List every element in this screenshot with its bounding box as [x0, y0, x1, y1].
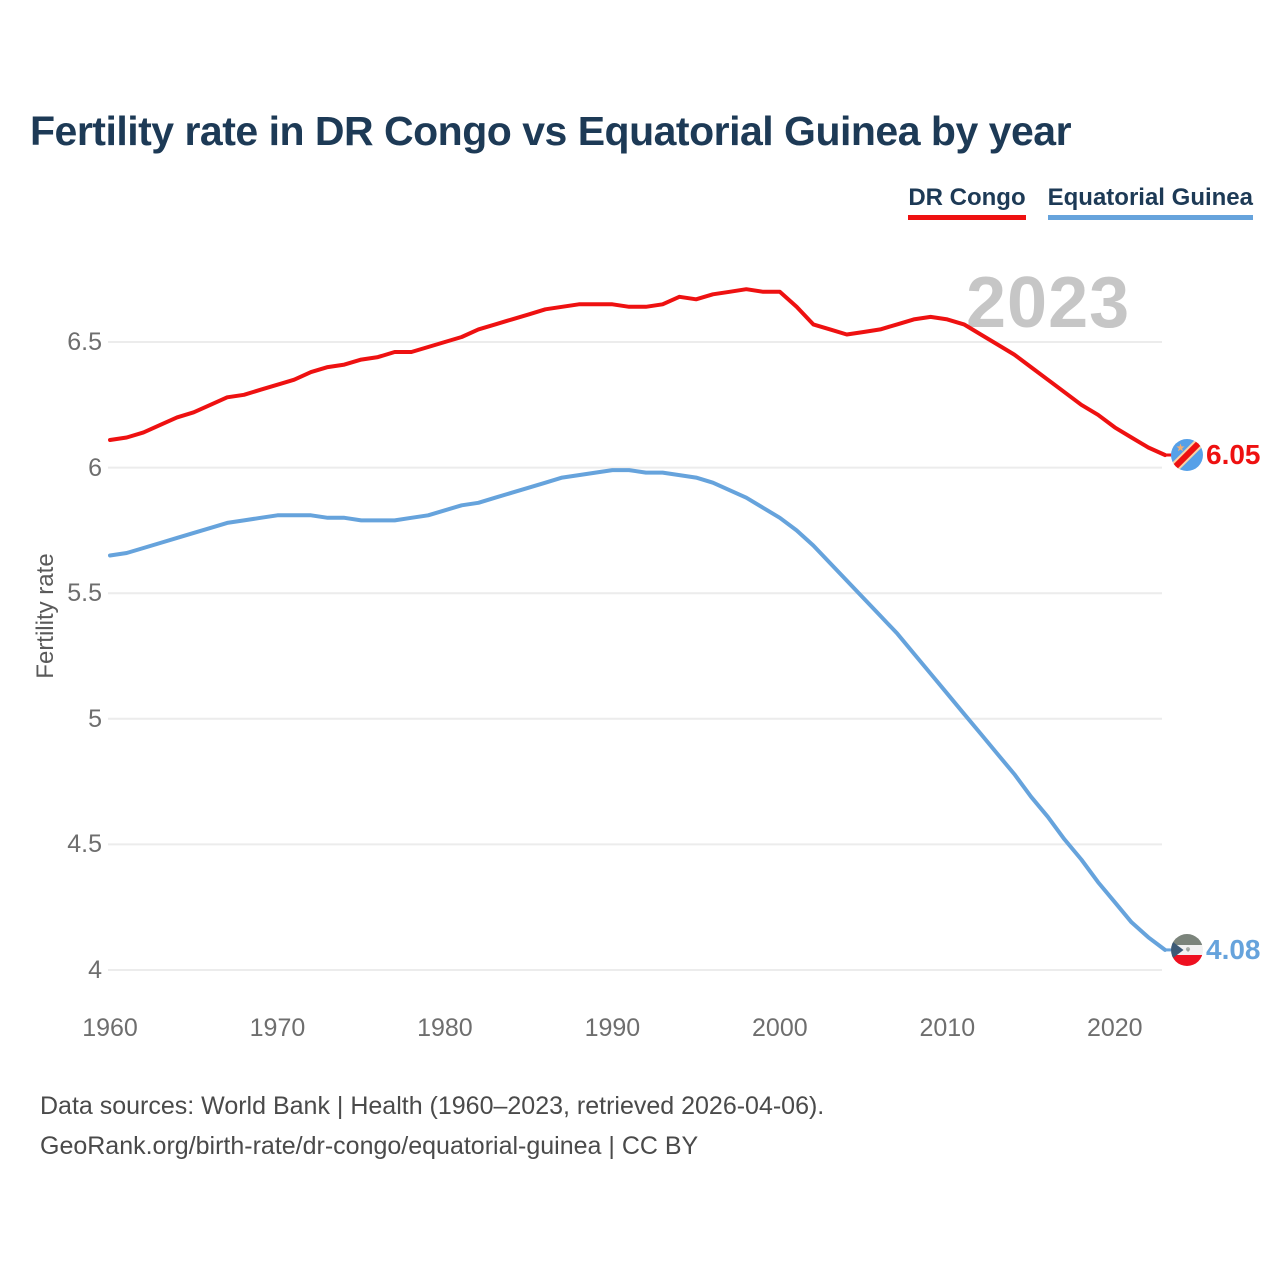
x-tick-label: 2010	[919, 1014, 976, 1042]
y-tick-label: 5	[88, 704, 102, 733]
legend-label: DR Congo	[908, 184, 1026, 211]
footer-sources: Data sources: World Bank | Health (1960–…	[40, 1092, 825, 1120]
legend-item-equatorial-guinea[interactable]: Equatorial Guinea	[1047, 184, 1253, 220]
footer-attribution: GeoRank.org/birth-rate/dr-congo/equatori…	[40, 1132, 699, 1160]
legend-underline-blue	[1047, 215, 1253, 220]
y-tick-label: 6	[88, 453, 102, 482]
legend: DR Congo Equatorial Guinea	[908, 184, 1253, 220]
footer: Data sources: World Bank | Health (1960–…	[40, 1086, 824, 1166]
x-tick-label: 1990	[584, 1014, 641, 1042]
x-tick-label: 1980	[417, 1014, 473, 1042]
equatorial-guinea-end-value: 4.08	[1206, 933, 1261, 965]
x-tick-label: 2020	[1086, 1014, 1143, 1042]
x-tick-label: 1970	[249, 1014, 306, 1042]
legend-label: Equatorial Guinea	[1047, 184, 1253, 211]
x-tick-label: 1960	[82, 1014, 138, 1042]
y-tick-label: 4	[88, 956, 102, 984]
legend-underline-red	[908, 215, 1026, 220]
dr-congo-end-value: 6.05	[1206, 439, 1261, 471]
year-watermark: 2023	[966, 263, 1131, 343]
y-tick-label: 5.5	[67, 579, 102, 608]
dr-congo-line	[108, 287, 1167, 457]
page-title: Fertility rate in DR Congo vs Equatorial…	[30, 108, 1072, 154]
y-tick-label: 4.5	[67, 830, 102, 859]
equatorial-guinea-line	[108, 468, 1167, 952]
x-tick-label: 2000	[752, 1014, 808, 1042]
y-tick-label: 6.5	[67, 328, 102, 356]
dr-congo-flag-icon	[1171, 439, 1203, 472]
y-axis-title: Fertility rate	[32, 553, 59, 679]
equatorial-guinea-flag-icon	[1171, 933, 1203, 966]
legend-item-dr-congo[interactable]: DR Congo	[908, 184, 1026, 220]
